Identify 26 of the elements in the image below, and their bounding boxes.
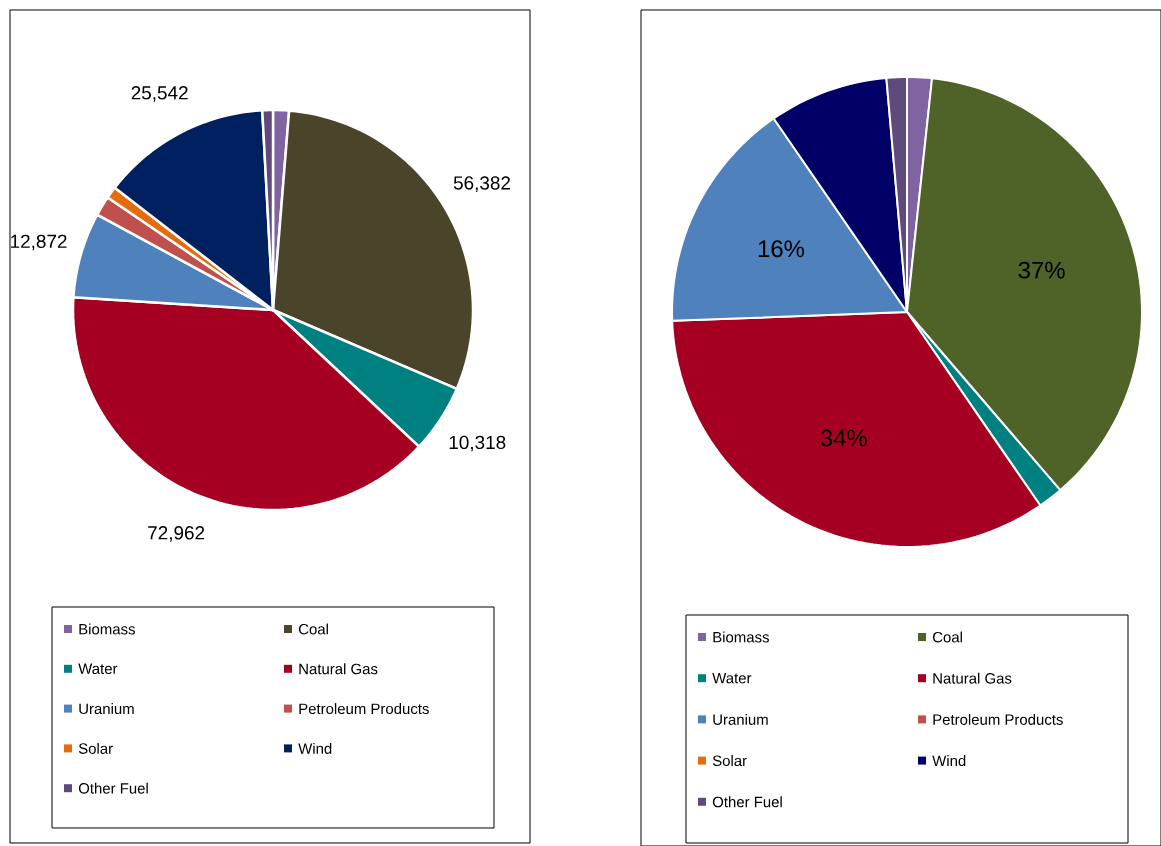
data-label: 72,962 <box>148 526 205 542</box>
data-label: 37% <box>1018 261 1065 279</box>
legend-label: Petroleum Products <box>933 713 1063 725</box>
legend-label: Wind <box>932 755 966 767</box>
legend-label: Water <box>712 672 752 684</box>
legend-label: Solar <box>78 742 113 754</box>
legend-label: Water <box>78 663 118 675</box>
legend-label: Biomass <box>79 623 135 635</box>
data-label: 16% <box>758 240 805 258</box>
legend-label: Wind <box>298 742 332 754</box>
legend-label: Coal <box>932 631 962 643</box>
data-label: 12,872 <box>11 234 67 251</box>
data-label: 34% <box>820 429 867 447</box>
legend-label: Solar <box>712 755 747 767</box>
data-label: 10,318 <box>449 435 506 452</box>
legend-label: Coal <box>298 623 328 635</box>
legend-label: Natural Gas <box>933 672 1012 684</box>
legend-label: Other Fuel <box>78 782 148 794</box>
legend-label: Uranium <box>79 703 134 715</box>
legend-label: Petroleum Products <box>299 703 429 715</box>
legend-label: Other Fuel <box>712 796 782 808</box>
legend-label: Uranium <box>713 713 768 725</box>
data-label: 25,542 <box>131 86 188 102</box>
legend-label: Biomass <box>713 631 769 643</box>
data-label: 56,382 <box>453 176 510 192</box>
legend-label: Natural Gas <box>299 663 378 675</box>
